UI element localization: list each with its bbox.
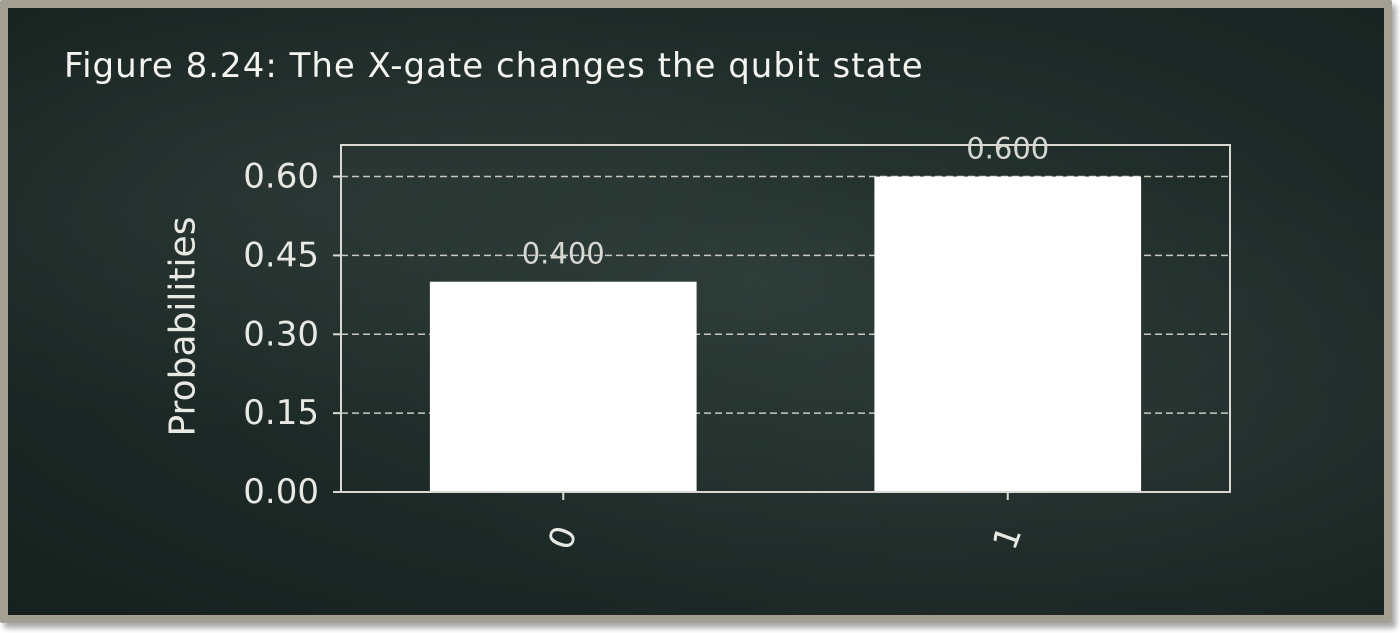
y-axis-ticks: 0.00 0.15 0.30 0.45 0.60 [243, 157, 341, 512]
x-tick-label: 1 [985, 521, 1030, 555]
data-label-0: 0.400 [522, 237, 605, 271]
y-axis-label: Probabilities [163, 217, 204, 437]
data-labels: 0.400 0.600 [522, 132, 1050, 271]
y-tick-label: 0.60 [243, 157, 319, 197]
plot-area-border [340, 144, 1231, 493]
figure-title: Figure 8.24: The X-gate changes the qubi… [64, 46, 924, 86]
y-tick-label: 0.00 [243, 472, 319, 512]
y-tick-label: 0.15 [243, 393, 319, 433]
y-tick-label: 0.30 [243, 314, 319, 354]
y-tick-label: 0.45 [243, 235, 319, 275]
x-tick-label: 0 [541, 521, 586, 555]
bar-0 [429, 281, 697, 492]
bars [429, 176, 1142, 492]
bar-1 [874, 176, 1142, 492]
data-label-1: 0.600 [966, 132, 1049, 166]
chalkboard-frame: Figure 8.24: The X-gate changes the qubi… [0, 0, 1392, 623]
